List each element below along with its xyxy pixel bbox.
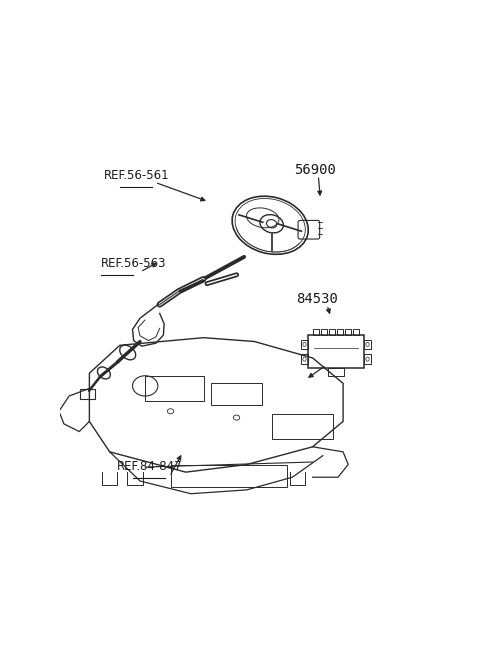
Bar (353, 329, 359, 335)
Bar (337, 329, 343, 335)
Bar (313, 329, 319, 335)
Bar (301, 354, 308, 364)
Bar (345, 329, 351, 335)
Bar (308, 335, 364, 369)
Bar (321, 329, 327, 335)
Text: REF.56-561: REF.56-561 (104, 169, 169, 182)
Bar (328, 369, 344, 376)
Text: 84530: 84530 (296, 293, 337, 306)
Bar (364, 354, 371, 364)
Bar (301, 340, 308, 349)
Bar (329, 329, 335, 335)
Text: 56900: 56900 (294, 163, 336, 177)
Bar (364, 340, 371, 349)
Text: REF.84-847: REF.84-847 (117, 461, 182, 474)
Bar (81, 388, 95, 399)
Text: REF.56-563: REF.56-563 (101, 257, 167, 270)
